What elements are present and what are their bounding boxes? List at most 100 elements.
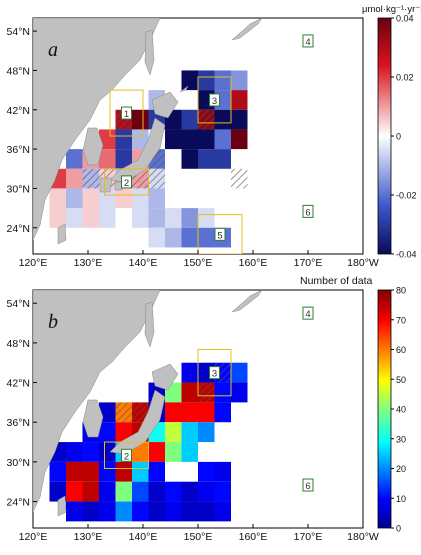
region-label-box xyxy=(209,93,220,107)
heatmap-cell xyxy=(148,208,165,228)
panel-label-b: b xyxy=(48,311,58,333)
heatmap-cell xyxy=(165,422,182,443)
colorbar-b: Number of data 80 70 60 50 40 30 20 10 0 xyxy=(300,275,406,534)
lat-tick-label: 30°N xyxy=(7,457,30,469)
heatmap-cell xyxy=(49,481,66,502)
region-box-3 xyxy=(197,349,232,397)
lon-tick-label: 120°E xyxy=(19,531,48,543)
region-label-box xyxy=(302,478,314,492)
region-label-box xyxy=(121,175,132,189)
lat-tick-label: 30°N xyxy=(7,183,30,195)
hatched-cell xyxy=(231,168,248,189)
heatmap-cell xyxy=(165,501,182,522)
region-label-box xyxy=(209,366,220,380)
heatmap-cell xyxy=(115,188,132,209)
heatmap-cell xyxy=(181,442,198,462)
lat-tick-label: 42°N xyxy=(7,378,30,390)
heatmap-cell xyxy=(181,481,198,502)
heatmap-cell xyxy=(181,362,198,383)
colorbar-a-ticks: 0.04 0.02 0 -0.02 -0.04 xyxy=(391,14,417,260)
hatched-cell xyxy=(115,402,132,423)
region-label-box xyxy=(302,204,314,218)
heatmap-cell xyxy=(132,188,149,209)
heatmap-cell xyxy=(82,481,99,502)
lat-tick-label: 24°N xyxy=(7,223,30,235)
heatmap-cell xyxy=(198,70,215,91)
heatmap-cell xyxy=(231,109,248,130)
heatmap-cell xyxy=(198,481,215,502)
colorbar-tick-label: 0.04 xyxy=(396,14,414,24)
heatmap-cell xyxy=(82,208,99,228)
lat-tick-label: 24°N xyxy=(7,497,30,509)
colorbar-tick-label: 10 xyxy=(396,494,406,504)
heatmap-cell xyxy=(99,442,116,462)
heatmap-cell xyxy=(231,70,248,91)
heatmap-cell xyxy=(82,442,99,462)
heatmap-cell xyxy=(165,481,182,502)
heatmap-cell xyxy=(165,227,182,248)
heatmap-cell xyxy=(181,129,198,150)
heatmap-cell xyxy=(132,461,149,482)
colorbar-b-ticks: 80 70 60 50 40 30 20 10 0 xyxy=(391,286,406,534)
region-label-1: 1 xyxy=(124,109,129,120)
heatmap-cell xyxy=(66,501,83,522)
heatmap-cell xyxy=(165,129,182,150)
region-label-box xyxy=(302,306,314,320)
heatmap-cell xyxy=(115,422,132,443)
heatmap-cell xyxy=(99,129,116,150)
hatched-cell xyxy=(82,168,99,189)
heatmap-cell xyxy=(82,501,99,522)
heatmap-cell xyxy=(132,129,149,150)
heatmap-cell xyxy=(181,227,198,248)
lat-tick-label: 48°N xyxy=(7,65,30,77)
colorbar-tick-label: 60 xyxy=(396,345,406,355)
heatmap-cell xyxy=(181,208,198,228)
heatmap-cell xyxy=(198,149,215,169)
heatmap-cell xyxy=(231,362,248,383)
lon-tick-label: 120°E xyxy=(19,257,48,269)
lon-tick-label: 170°E xyxy=(294,531,323,543)
heatmap-cell xyxy=(66,168,83,189)
heatmap-cell xyxy=(231,90,248,110)
lon-tick-label: 130°E xyxy=(74,257,103,269)
heatmap-cell xyxy=(214,149,231,169)
heatmap-cell xyxy=(231,129,248,150)
heatmap-cell xyxy=(132,501,149,522)
region-label-box xyxy=(302,34,314,48)
lon-tick-label: 140°E xyxy=(129,257,158,269)
colorbar-a-title: μmol·kg⁻¹·yr⁻¹ xyxy=(362,4,421,15)
colorbar-tick-label: 0 xyxy=(396,524,401,534)
colorbar-tick-label: 20 xyxy=(396,464,406,474)
heatmap-cell xyxy=(181,70,198,91)
colorbar-tick-label: 40 xyxy=(396,405,406,415)
heatmap-cell xyxy=(82,461,99,482)
heatmap-cell xyxy=(181,422,198,443)
heatmap-cell xyxy=(214,481,231,502)
axes-b: 54°N 48°N 42°N 36°N 30°N 24°N 120°E 130°E 140°E 1… xyxy=(7,298,379,543)
region-box-1 xyxy=(109,89,144,137)
heatmap-cell xyxy=(82,188,99,209)
heatmap-cell xyxy=(66,188,83,209)
colorbar-tick-label: 50 xyxy=(396,375,406,385)
heatmap-cell xyxy=(49,188,66,209)
heatmap-cell xyxy=(214,461,231,482)
region-boxes-a: 1 2 3 4 5 6 xyxy=(104,34,314,254)
heatmap-cell xyxy=(148,442,165,462)
lon-tick-label: 130°E xyxy=(74,531,103,543)
heatmap-cell xyxy=(99,149,116,169)
lat-tick-label: 54°N xyxy=(7,26,30,38)
colorbar-tick-label: 30 xyxy=(396,434,406,444)
heatmap-cell xyxy=(214,382,231,403)
region-label-box xyxy=(121,448,132,462)
heatmap-cell xyxy=(165,442,182,462)
heatmap-cell xyxy=(132,481,149,502)
heatmap-cell xyxy=(214,501,231,522)
lat-tick-label: 42°N xyxy=(7,105,30,117)
region-box-3 xyxy=(197,76,232,124)
heatmap-cell xyxy=(181,109,198,130)
heatmap-cell xyxy=(181,382,198,403)
heatmap-cell xyxy=(99,501,116,522)
region-label-3: 3 xyxy=(212,96,217,107)
heatmap-cell xyxy=(198,461,215,482)
heatmap-cell xyxy=(115,501,132,522)
